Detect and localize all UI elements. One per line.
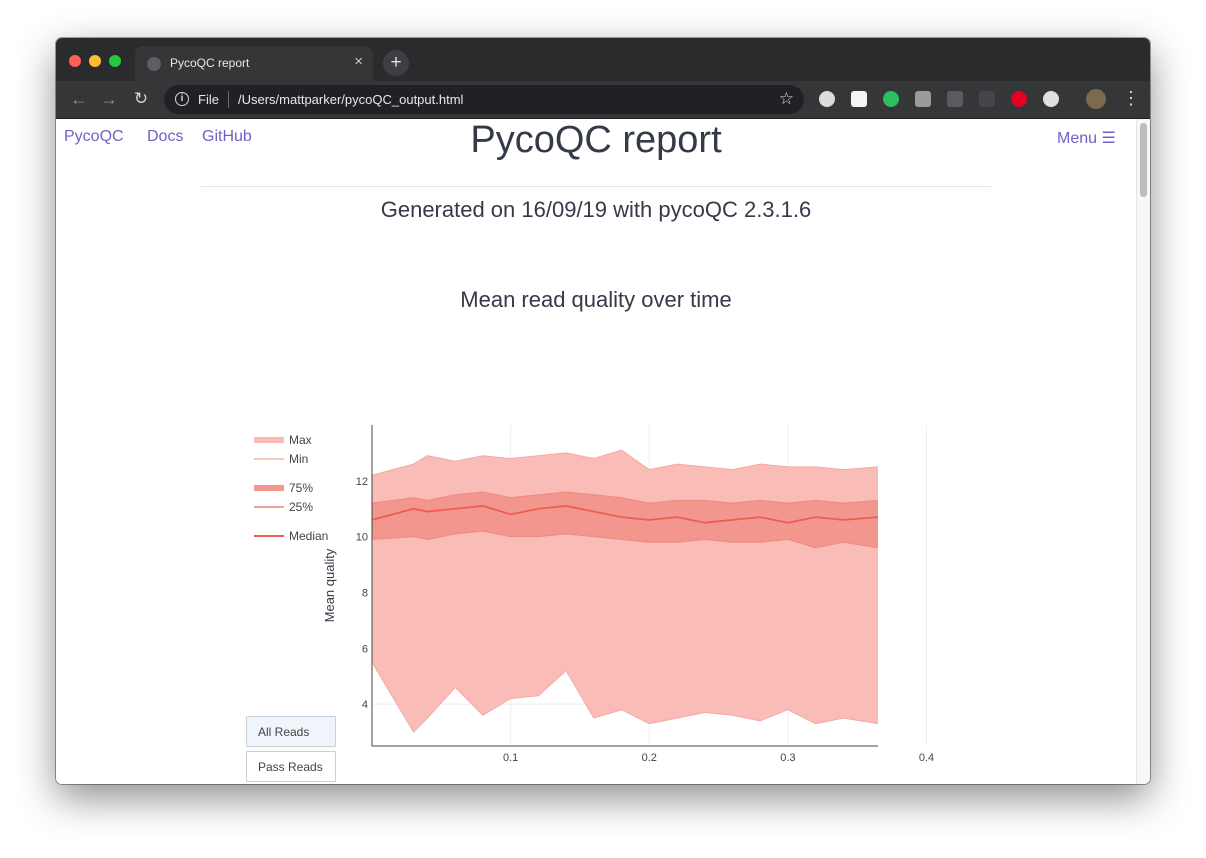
forward-button[interactable]: → bbox=[100, 89, 118, 109]
x-tick-label: 0.3 bbox=[780, 752, 795, 764]
page-title: PycoQC report bbox=[470, 119, 722, 161]
x-tick-label: 0.1 bbox=[503, 752, 518, 764]
series-line-median bbox=[371, 505, 879, 524]
window-maximize-button[interactable] bbox=[109, 55, 121, 67]
evernote-extension-icon[interactable] bbox=[883, 91, 899, 107]
markdown-extension-icon[interactable] bbox=[851, 91, 867, 107]
legend-label: Max bbox=[289, 433, 312, 447]
scrollbar[interactable] bbox=[1136, 119, 1150, 784]
bookmark-star-icon[interactable]: ☆ bbox=[778, 89, 794, 108]
info-icon[interactable]: i bbox=[175, 92, 189, 106]
menu-link[interactable]: Menu ☰ bbox=[1057, 130, 1116, 147]
window-close-button[interactable] bbox=[69, 55, 81, 67]
window-minimize-button[interactable] bbox=[89, 55, 101, 67]
address-scheme: File bbox=[198, 92, 219, 107]
page-content: PycoQC Docs GitHub Menu ☰ PycoQC report … bbox=[56, 119, 1136, 784]
chart-title: Mean read quality over time bbox=[460, 287, 732, 312]
legend-label: 75% bbox=[289, 481, 313, 495]
y-tick-label: 6 bbox=[362, 643, 368, 655]
record-extension-icon[interactable] bbox=[1043, 91, 1059, 107]
y-axis-label: Mean quality bbox=[322, 548, 337, 622]
brand-link[interactable]: PycoQC bbox=[64, 128, 124, 145]
divider bbox=[201, 186, 991, 187]
circle-extension-icon[interactable] bbox=[819, 91, 835, 107]
drive-extension-icon[interactable] bbox=[915, 91, 931, 107]
tab-pycoqc-report[interactable]: PycoQC report × bbox=[135, 46, 373, 81]
tab-bar: PycoQC report × + bbox=[56, 38, 1150, 81]
close-icon[interactable]: × bbox=[354, 53, 363, 70]
tab-title: PycoQC report bbox=[170, 56, 250, 70]
pinterest-extension-icon[interactable] bbox=[1011, 91, 1027, 107]
y-tick-label: 4 bbox=[362, 699, 368, 711]
back-button[interactable]: ← bbox=[70, 89, 88, 109]
reload-button[interactable]: ↻ bbox=[133, 89, 149, 108]
quality-chart: 4 6 8 10 12 0.1 0.2 0.3 0.4 Mean quality Max Min 75%… bbox=[254, 425, 934, 764]
series-line-25 bbox=[371, 530, 879, 549]
x-tick-label: 0.2 bbox=[642, 752, 657, 764]
browser-toolbar: ← → ↻ i File /Users/mattparker/pycoQC_ou… bbox=[56, 81, 1150, 119]
globe-icon bbox=[147, 57, 161, 71]
new-tab-button[interactable]: + bbox=[383, 50, 409, 76]
y-tick-label: 8 bbox=[362, 587, 368, 599]
page-subtitle: Generated on 16/09/19 with pycoQC 2.3.1.… bbox=[380, 197, 812, 222]
all-reads-button[interactable]: All Reads bbox=[246, 716, 336, 747]
legend-swatch bbox=[254, 458, 284, 460]
browser-window: PycoQC report × + ← → ↻ i File /Users/ma… bbox=[56, 38, 1150, 784]
list-extension-icon[interactable] bbox=[979, 91, 995, 107]
avatar[interactable] bbox=[1086, 89, 1106, 109]
address-url[interactable]: /Users/mattparker/pycoQC_output.html bbox=[238, 92, 464, 107]
paypal-extension-icon[interactable] bbox=[947, 91, 963, 107]
x-tick-label: 0.4 bbox=[919, 752, 934, 764]
series-line-75 bbox=[371, 491, 879, 504]
address-separator bbox=[228, 91, 229, 108]
max-min-band bbox=[372, 450, 878, 733]
address-bar[interactable]: i File /Users/mattparker/pycoQC_output.h… bbox=[164, 85, 804, 114]
series-line-max bbox=[371, 449, 879, 476]
legend-swatch bbox=[254, 437, 284, 443]
pass-reads-button[interactable]: Pass Reads bbox=[246, 751, 336, 782]
docs-link[interactable]: Docs bbox=[147, 128, 184, 145]
y-tick-label: 10 bbox=[356, 532, 368, 544]
github-link[interactable]: GitHub bbox=[202, 128, 252, 145]
legend-label: Min bbox=[289, 452, 308, 466]
legend-label: Median bbox=[289, 529, 328, 543]
scrollbar-thumb[interactable] bbox=[1140, 123, 1147, 197]
menu-icon[interactable]: ⋮ bbox=[1122, 88, 1140, 108]
legend-swatch bbox=[254, 535, 284, 537]
legend-swatch bbox=[254, 506, 284, 508]
legend-swatch bbox=[254, 485, 284, 491]
legend-label: 25% bbox=[289, 500, 313, 514]
series-line-min bbox=[371, 662, 879, 733]
y-tick-label: 12 bbox=[356, 476, 368, 488]
